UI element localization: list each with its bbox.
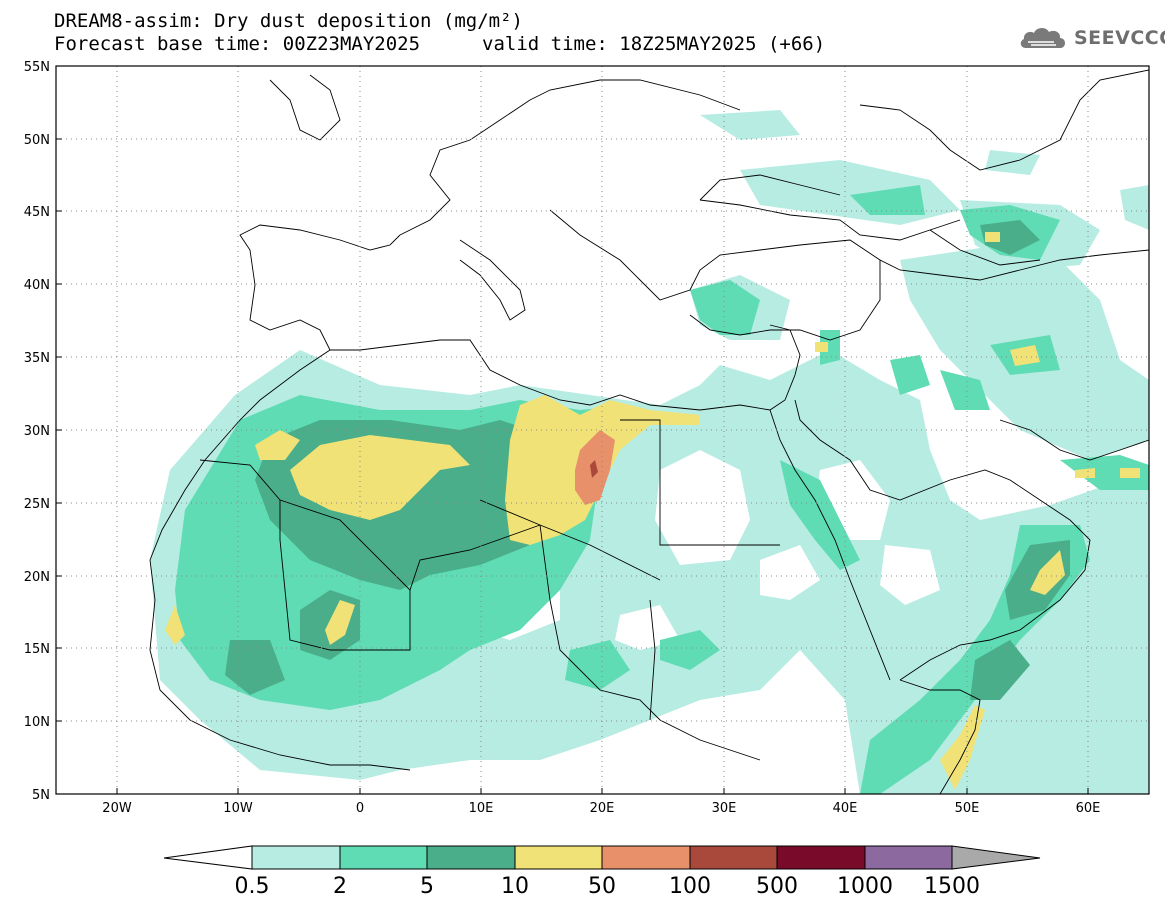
colorbar-swatch: [339, 845, 428, 870]
lon-label: 10E: [469, 801, 494, 816]
coastlines-borders: [149, 69, 1149, 794]
lon-label: 10W: [223, 801, 253, 816]
lon-label: 0: [356, 801, 364, 816]
colorbar-label: 2: [333, 874, 347, 899]
colorbar-label: 5: [420, 874, 434, 899]
cloud-icon: [1020, 27, 1066, 48]
lat-label: 25N: [24, 497, 50, 512]
colorbar-swatch: [689, 845, 778, 870]
lat-label: 20N: [24, 570, 50, 585]
lat-label: 10N: [24, 715, 50, 730]
forecast-times: Forecast base time: 00Z23MAY2025 valid ti…: [54, 33, 825, 55]
colorbar-swatch: [601, 845, 691, 870]
colorbar-swatch: [864, 845, 953, 870]
lat-label: 5N: [32, 788, 50, 803]
grid: [56, 66, 1149, 794]
lat-label: 30N: [24, 424, 50, 439]
lon-axis-labels: 20W 10W 0 10E 20E 30E 40E 50E 60E: [102, 801, 1100, 816]
lat-label: 35N: [24, 351, 50, 366]
lat-label: 55N: [24, 60, 50, 75]
seevccc-logo: SEEVCCC: [1018, 24, 1165, 52]
dust-level-6: [590, 460, 598, 478]
colorbar-label: 1000: [837, 874, 893, 899]
colorbar-label: 1500: [924, 874, 980, 899]
map-title: DREAM8-assim: Dry dust deposition (mg/m²…: [54, 10, 523, 32]
forecast-base-time: Forecast base time: 00Z23MAY2025: [54, 33, 421, 55]
colorbar-labels: 0.5 2 5 10 50 100 500 1000 1500: [235, 874, 981, 899]
lat-label: 15N: [24, 642, 50, 657]
colorbar-swatch: [426, 845, 516, 870]
valid-time: valid time: 18Z25MAY2025 (+66): [482, 33, 826, 55]
dust-field: [150, 110, 1149, 794]
tick-marks: [56, 138, 1089, 794]
colorbar-high-arrow: [951, 845, 1041, 870]
lat-label: 40N: [24, 278, 50, 293]
lat-axis-labels: 55N 50N 45N 40N 35N 30N 25N 20N 15N 10N …: [24, 60, 50, 803]
colorbar-label: 50: [588, 874, 616, 899]
colorbar-label: 500: [756, 874, 798, 899]
colorbar-label: 10: [501, 874, 529, 899]
colorbar-label: 0.5: [235, 874, 270, 899]
colorbar-swatch: [251, 845, 341, 870]
lon-label: 60E: [1076, 801, 1101, 816]
colorbar-label: 100: [669, 874, 711, 899]
lon-label: 30E: [712, 801, 737, 816]
colorbar-swatch: [776, 845, 866, 870]
colorbar-low-arrow: [163, 845, 253, 870]
lat-label: 50N: [24, 133, 50, 148]
colorbar: [163, 845, 1041, 870]
lon-label: 20E: [590, 801, 615, 816]
logo-text: SEEVCCC: [1074, 27, 1165, 49]
lon-label: 50E: [955, 801, 980, 816]
lon-label: 20W: [102, 801, 132, 816]
colorbar-swatch: [514, 845, 603, 870]
lat-label: 45N: [24, 205, 50, 220]
lon-label: 40E: [833, 801, 858, 816]
